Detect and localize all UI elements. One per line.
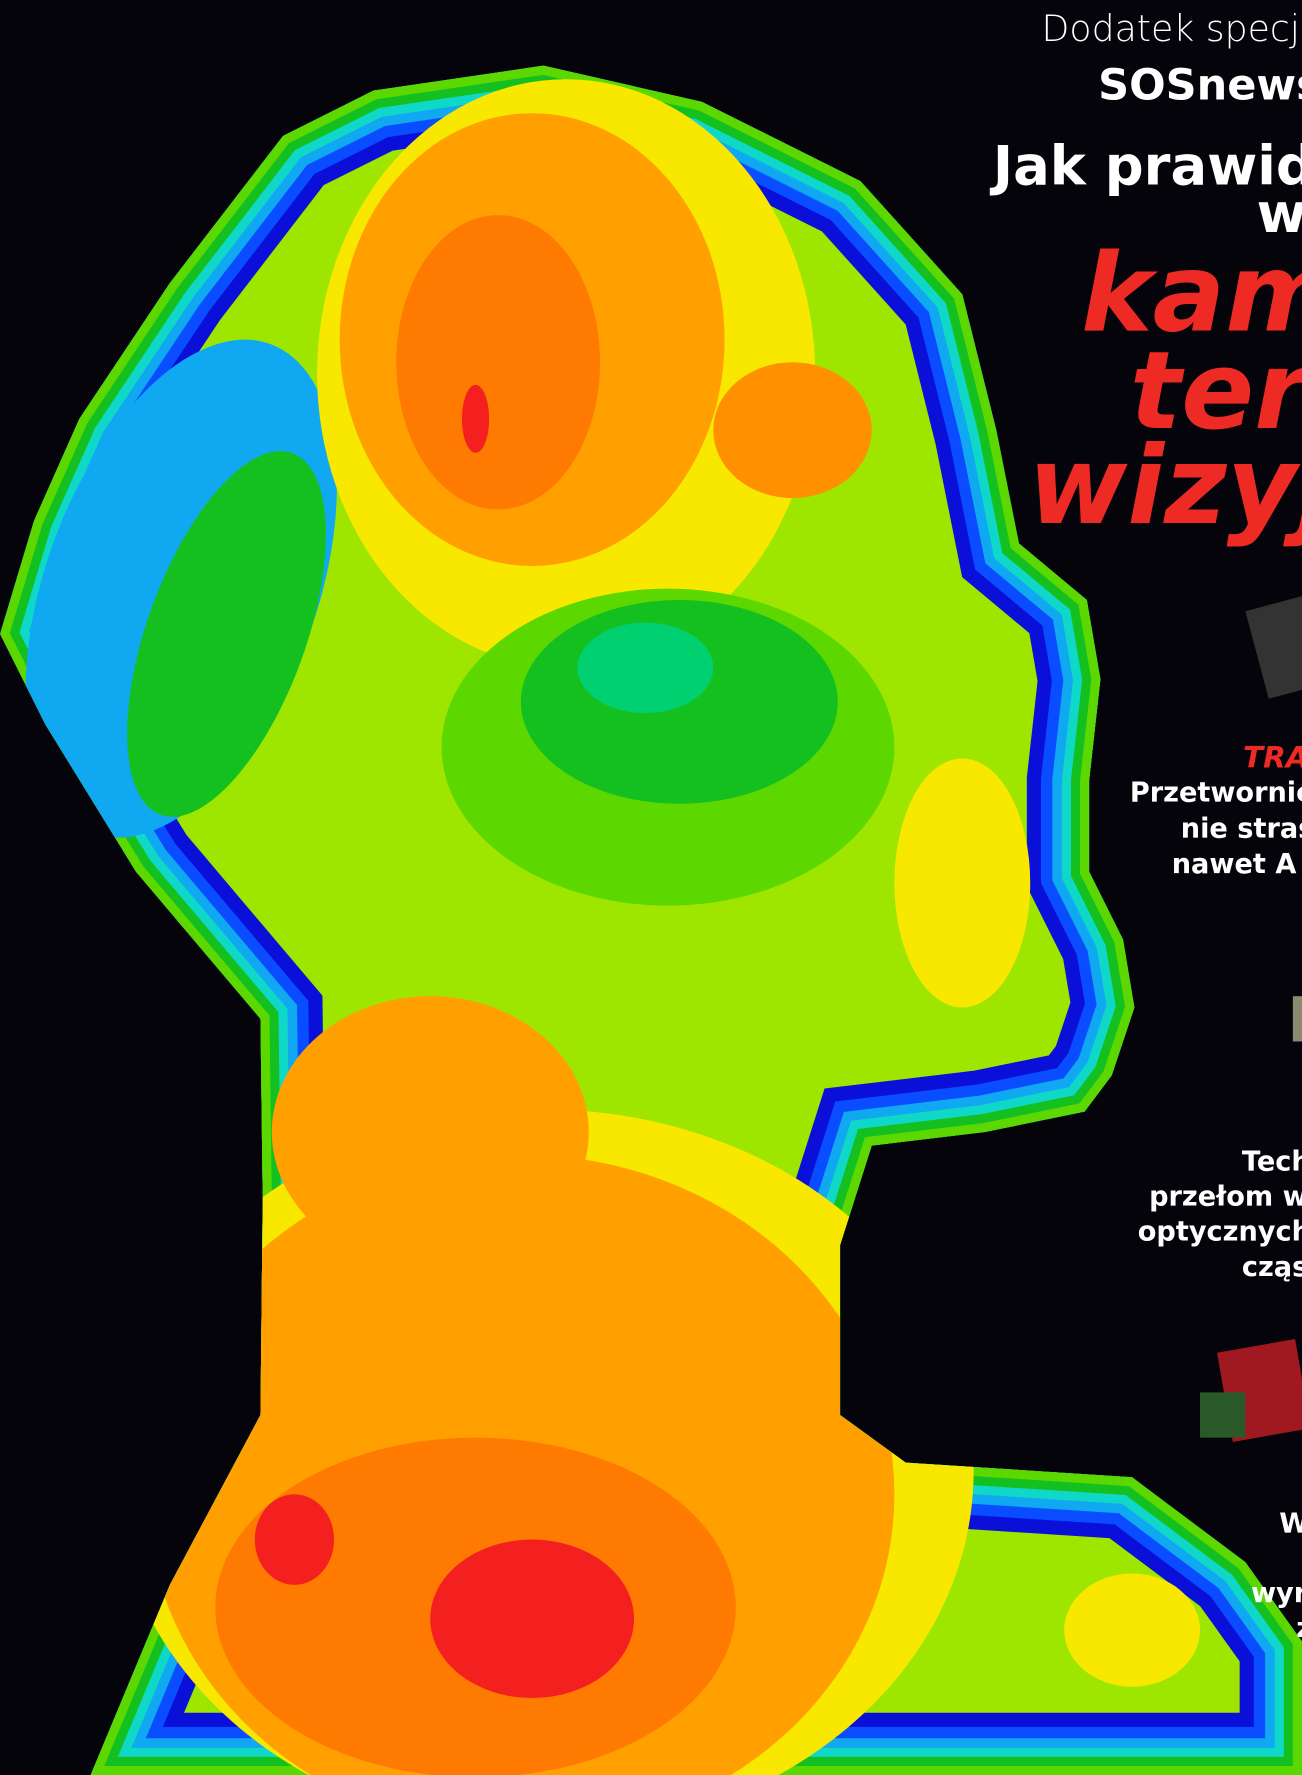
headline-highlight: wizyj xyxy=(1028,424,1302,549)
feature-line: Tech xyxy=(1242,1147,1302,1178)
brand: SOSnews xyxy=(1098,61,1302,111)
feature-line: przełom w xyxy=(1149,1182,1302,1213)
headline-lead: Jak prawid xyxy=(989,135,1302,198)
feature-line: z xyxy=(1296,1613,1302,1644)
feature-line: nawet A xyxy=(1172,849,1297,880)
feature-line: nie stras xyxy=(1181,814,1302,845)
feature-line: W xyxy=(1279,1509,1302,1540)
feature-line: wyr xyxy=(1251,1578,1302,1609)
feature-line: optycznych xyxy=(1138,1217,1302,1248)
feature-line: Przetwornic xyxy=(1130,777,1302,808)
supplement: Dodatek specj xyxy=(1042,7,1300,50)
feature-kicker: TRA xyxy=(1243,741,1302,775)
cover: Dodatek specjSOSnewsJak prawidwkamtermwi… xyxy=(0,0,1302,1775)
feature-line: cząs xyxy=(1242,1252,1302,1283)
page: Dodatek specjSOSnewsJak prawidwkamtermwi… xyxy=(0,0,1302,1775)
